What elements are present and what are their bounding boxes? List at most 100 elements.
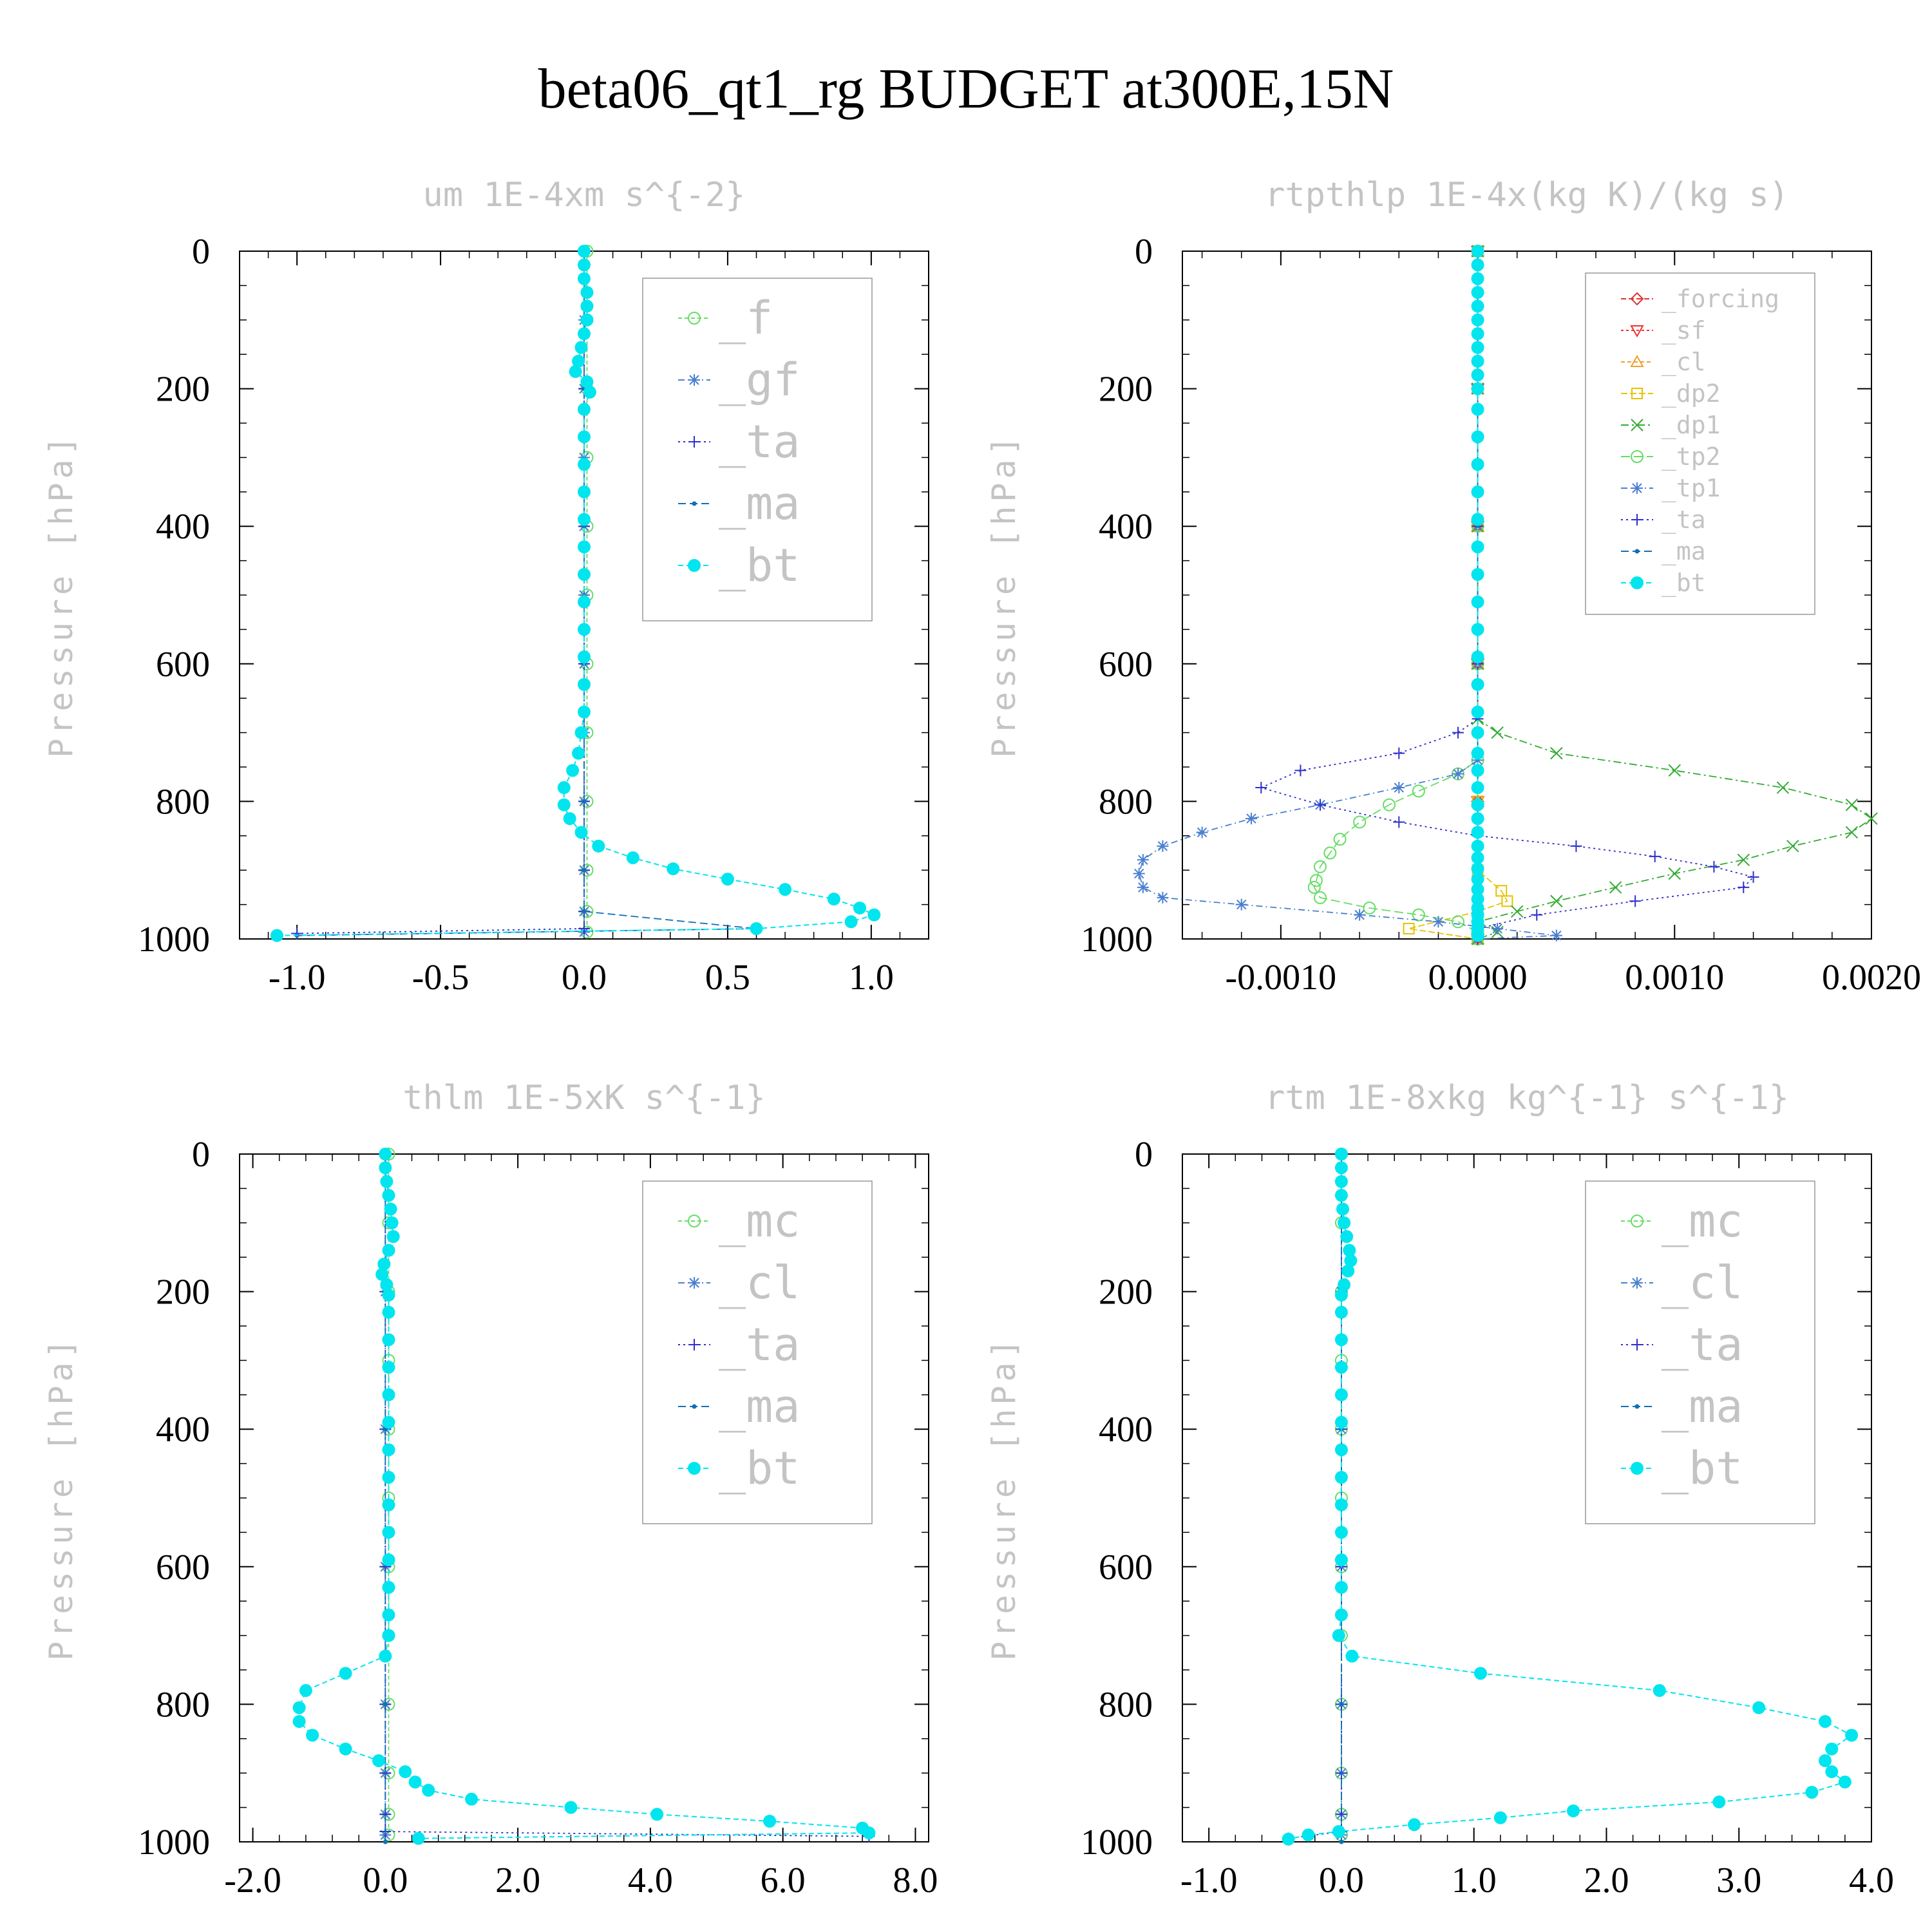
data-point <box>1471 764 1484 777</box>
data-point <box>563 812 576 826</box>
panel-title: rtm 1E-8xkg kg^{-1} s^{-1} <box>1265 1079 1789 1117</box>
data-point <box>1133 867 1145 880</box>
panel-title: rtpthlp 1E-4x(kg K)/(kg s) <box>1265 176 1789 214</box>
series-bt <box>1282 1148 1859 1846</box>
data-point <box>1471 873 1484 886</box>
data-point <box>1570 840 1582 852</box>
data-point <box>1786 840 1799 853</box>
legend-item: _cl <box>678 1256 800 1309</box>
data-point <box>1157 891 1169 904</box>
data-point <box>574 341 588 354</box>
data-point <box>1845 826 1859 839</box>
legend-box <box>1585 272 1815 615</box>
data-point <box>578 327 591 341</box>
data-point <box>578 567 591 581</box>
data-point <box>1471 623 1484 636</box>
series-line <box>1138 251 1557 940</box>
data-point <box>1334 1189 1348 1202</box>
data-point <box>1345 1649 1359 1663</box>
data-point <box>1708 860 1720 873</box>
data-point <box>382 1244 395 1257</box>
data-point <box>1712 1795 1726 1809</box>
data-point <box>382 1361 395 1374</box>
legend-box <box>642 278 873 621</box>
data-point <box>1314 799 1326 811</box>
data-point <box>1865 812 1878 825</box>
data-point <box>1550 746 1563 760</box>
data-point <box>1471 272 1484 285</box>
y-tick-label: 0 <box>192 1135 210 1175</box>
data-point <box>422 1783 435 1797</box>
data-point <box>1668 867 1681 880</box>
data-point <box>1805 1786 1819 1799</box>
chart-panel-3: thlm 1E-5xK s^{-1} Pressure [hPa] 0 200 400 6… <box>43 1079 938 1900</box>
data-point <box>382 1305 395 1319</box>
data-point <box>1631 450 1643 463</box>
data-point <box>557 781 571 795</box>
y-tick-label: 0 <box>192 232 210 272</box>
data-point <box>1471 862 1484 876</box>
legend-label: _dp2 <box>1662 379 1721 408</box>
data-point <box>1471 313 1484 327</box>
data-point <box>1776 781 1790 794</box>
x-tick-label: -1.0 <box>269 958 326 998</box>
series-line <box>1288 1154 1342 1839</box>
data-point <box>270 929 283 942</box>
data-point <box>1471 458 1484 471</box>
data-point <box>1340 1230 1354 1244</box>
data-point <box>1334 1333 1348 1347</box>
data-point <box>569 365 582 378</box>
data-point <box>1196 826 1208 838</box>
legend-item: _ma <box>678 1380 800 1433</box>
data-point <box>578 430 591 444</box>
data-point <box>1452 726 1464 739</box>
data-point <box>1403 922 1415 934</box>
data-point <box>1334 1608 1348 1622</box>
data-point <box>1473 1667 1487 1680</box>
data-point <box>592 839 605 853</box>
legend-label: _mc <box>719 1195 800 1247</box>
series-line <box>1408 251 1508 940</box>
legend-box <box>1585 1180 1815 1524</box>
data-point <box>1818 1715 1832 1728</box>
legend-label: _ma <box>719 477 800 530</box>
data-point <box>688 1277 700 1289</box>
data-point <box>372 1754 386 1767</box>
y-tick-label: 600 <box>1099 645 1153 685</box>
data-point <box>750 922 763 935</box>
legend-label: _cl <box>719 1256 800 1309</box>
data-point <box>1334 1553 1348 1567</box>
data-point <box>299 1684 312 1698</box>
data-point <box>578 272 591 285</box>
data-point <box>557 798 571 811</box>
data-point <box>1354 909 1366 921</box>
data-point <box>382 1470 395 1484</box>
data-point <box>688 436 700 448</box>
legend-item: _ta <box>678 415 800 468</box>
data-point <box>578 402 591 416</box>
data-point <box>1471 798 1484 811</box>
y-tick-label: 1000 <box>1081 1823 1153 1862</box>
data-point <box>1501 895 1513 907</box>
data-point <box>1393 816 1405 828</box>
legend: _mc _cl _ta _ma _bt <box>1585 1180 1815 1524</box>
data-point <box>578 485 591 498</box>
y-tick-label: 800 <box>156 782 210 822</box>
legend-item: _cl <box>1621 1256 1743 1309</box>
data-point <box>1245 813 1257 825</box>
x-tick-label: 0.0010 <box>1625 958 1724 998</box>
legend-label: _sf <box>1662 316 1706 345</box>
data-point <box>1471 893 1484 906</box>
data-point <box>1309 874 1323 887</box>
data-point <box>578 258 591 272</box>
data-point <box>1432 916 1444 928</box>
data-point <box>574 726 588 739</box>
x-tick-label: 0.0 <box>562 958 607 998</box>
data-point <box>582 909 587 914</box>
data-point <box>1737 853 1750 866</box>
legend-item: _ma <box>678 477 800 530</box>
data-point <box>574 826 588 839</box>
legend-label: _bt <box>1662 1442 1743 1495</box>
data-point <box>1471 812 1484 826</box>
data-point <box>379 1649 392 1663</box>
